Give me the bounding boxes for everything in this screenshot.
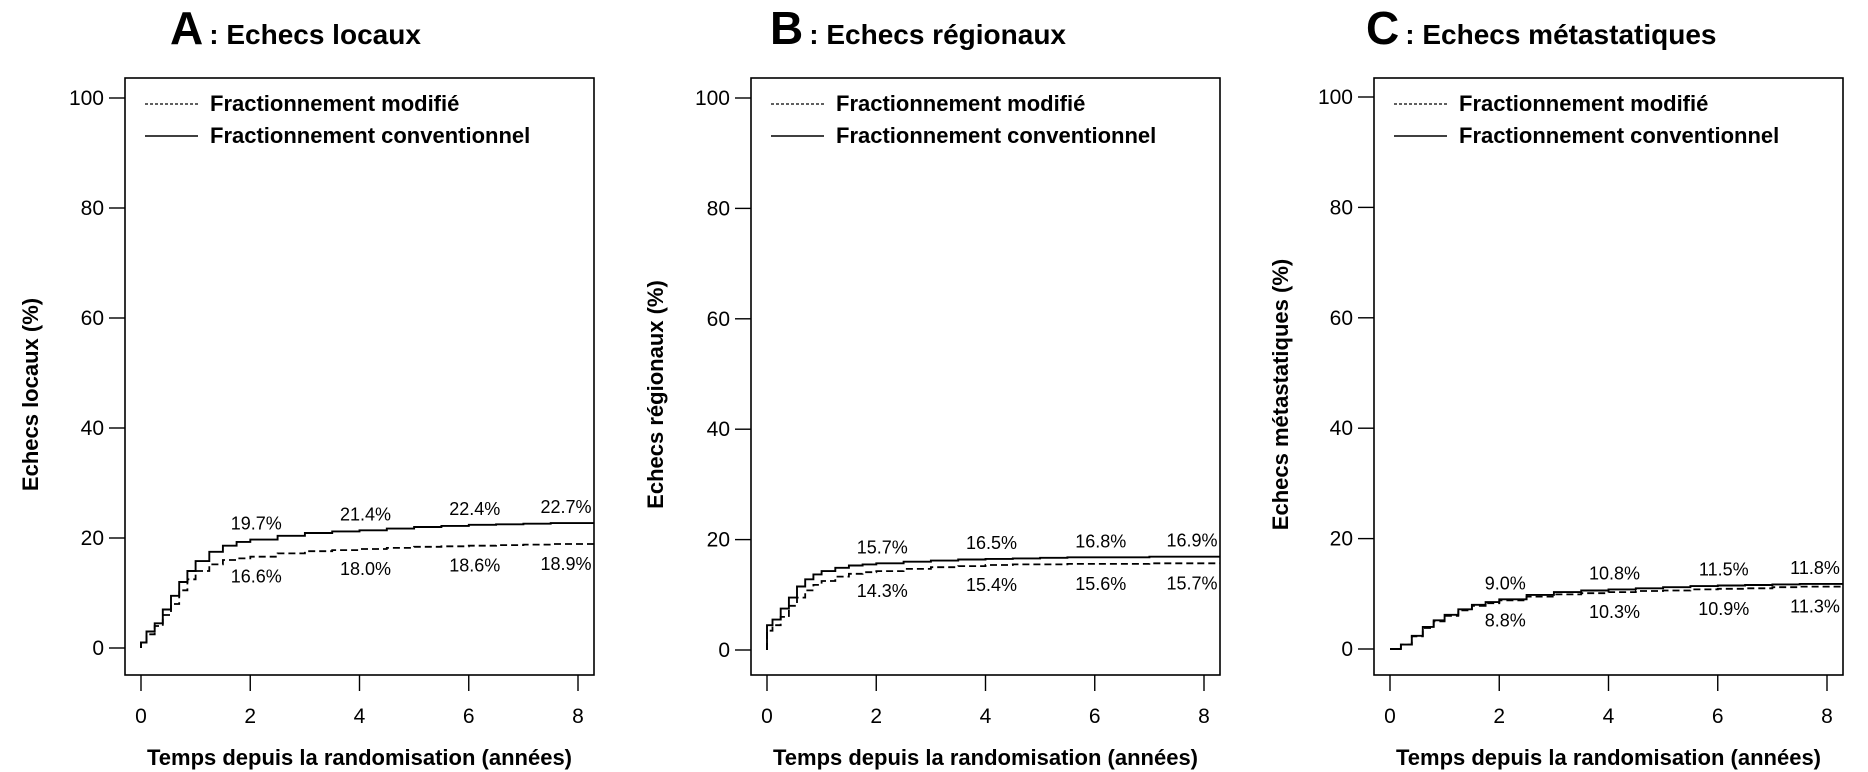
y-tick-label: 20 xyxy=(81,527,104,550)
data-label: 11.5% xyxy=(1699,560,1749,580)
y-tick-label: 0 xyxy=(718,639,730,662)
series-line-conventionnel xyxy=(1390,582,1844,650)
panel-title-text: : Echecs métastatiques xyxy=(1405,19,1716,50)
x-axis-label: Temps depuis la randomisation (années) xyxy=(773,745,1198,770)
y-tick-label: 60 xyxy=(707,308,730,331)
panel-letter: C xyxy=(1366,2,1399,54)
panel-letter: A xyxy=(170,2,203,54)
x-tick-label: 6 xyxy=(1712,705,1724,728)
x-tick-label: 2 xyxy=(244,705,256,728)
y-tick-label: 100 xyxy=(695,87,730,110)
legend-label: Fractionnement conventionnel xyxy=(1459,123,1779,148)
chart-title: C: Echecs métastatiques xyxy=(1366,2,1716,54)
x-tick-label: 6 xyxy=(1089,705,1101,728)
y-tick-label: 100 xyxy=(69,87,104,110)
series-line-modifie xyxy=(766,562,1221,650)
x-tick-label: 4 xyxy=(980,705,992,728)
x-tick-label: 0 xyxy=(135,705,147,728)
y-tick-label: 60 xyxy=(1330,307,1353,330)
y-tick-label: 80 xyxy=(1330,196,1353,219)
panel-letter: B xyxy=(770,2,803,54)
data-label: 11.8% xyxy=(1790,558,1840,578)
data-label: 16.6% xyxy=(231,567,282,587)
data-label: 22.7% xyxy=(540,497,591,517)
y-tick-label: 0 xyxy=(1341,638,1353,661)
x-axis-label: Temps depuis la randomisation (années) xyxy=(147,745,572,770)
data-label: 16.8% xyxy=(1075,531,1126,551)
legend-label: Fractionnement modifié xyxy=(1459,91,1708,116)
y-axis-label: Echecs métastatiques (%) xyxy=(1268,259,1293,530)
x-tick-label: 0 xyxy=(1384,705,1396,728)
panel-title-text: : Echecs régionaux xyxy=(809,19,1066,50)
x-tick-label: 6 xyxy=(463,705,475,728)
series-line-modifie xyxy=(140,543,595,648)
data-label: 18.0% xyxy=(340,559,391,579)
legend-label: Fractionnement conventionnel xyxy=(210,123,530,148)
chart-title: B: Echecs régionaux xyxy=(770,2,1066,54)
data-label: 18.6% xyxy=(449,556,500,576)
data-label: 14.3% xyxy=(857,581,908,601)
y-axis-label: Echecs régionaux (%) xyxy=(643,280,668,509)
y-tick-label: 0 xyxy=(92,637,104,660)
data-label: 15.7% xyxy=(857,537,908,557)
legend-label: Fractionnement modifié xyxy=(210,91,459,116)
chart-panel-b: B: Echecs régionaux 0 20 40 60 80 100 0 2 4 6 8Temp… xyxy=(643,2,1221,770)
x-tick-label: 2 xyxy=(1493,705,1505,728)
data-label: 15.6% xyxy=(1075,574,1126,594)
chart-title: A: Echecs locaux xyxy=(170,2,421,54)
x-tick-label: 8 xyxy=(1821,705,1833,728)
legend-label: Fractionnement conventionnel xyxy=(836,123,1156,148)
series-line-conventionnel xyxy=(140,522,595,648)
data-label: 10.8% xyxy=(1589,563,1640,583)
x-tick-label: 4 xyxy=(354,705,366,728)
legend-label: Fractionnement modifié xyxy=(836,91,1085,116)
data-label: 16.9% xyxy=(1166,531,1217,551)
data-label: 8.8% xyxy=(1485,610,1526,630)
y-tick-label: 60 xyxy=(81,307,104,330)
y-tick-label: 20 xyxy=(707,529,730,552)
chart-panel-c: C: Echecs métastatiques 0 20 40 60 80 100 0 2 4 6 8… xyxy=(1268,2,1844,770)
data-label: 10.3% xyxy=(1589,602,1640,622)
data-label: 9.0% xyxy=(1485,573,1526,593)
data-label: 22.4% xyxy=(449,499,500,519)
plot-frame xyxy=(124,77,595,676)
y-tick-label: 40 xyxy=(81,417,104,440)
y-tick-label: 80 xyxy=(707,197,730,220)
y-tick-label: 40 xyxy=(707,418,730,441)
x-tick-label: 8 xyxy=(1198,705,1210,728)
y-axis-label: Echecs locaux (%) xyxy=(18,298,43,491)
data-label: 16.5% xyxy=(966,533,1017,553)
data-label: 15.4% xyxy=(966,575,1017,595)
data-label: 11.3% xyxy=(1790,597,1840,617)
data-label: 10.9% xyxy=(1698,599,1749,619)
data-label: 18.9% xyxy=(540,554,591,574)
series-line-conventionnel xyxy=(766,555,1221,650)
panel-title-text: : Echecs locaux xyxy=(209,19,421,50)
data-label: 15.7% xyxy=(1166,573,1217,593)
x-tick-label: 4 xyxy=(1603,705,1615,728)
y-tick-label: 20 xyxy=(1330,528,1353,551)
y-tick-label: 40 xyxy=(1330,417,1353,440)
x-tick-label: 0 xyxy=(761,705,773,728)
data-label: 19.7% xyxy=(231,514,282,534)
x-tick-label: 8 xyxy=(572,705,584,728)
x-tick-label: 2 xyxy=(870,705,882,728)
data-label: 21.4% xyxy=(340,504,391,524)
x-axis-label: Temps depuis la randomisation (années) xyxy=(1396,745,1821,770)
y-tick-label: 80 xyxy=(81,197,104,220)
y-tick-label: 100 xyxy=(1318,86,1353,109)
